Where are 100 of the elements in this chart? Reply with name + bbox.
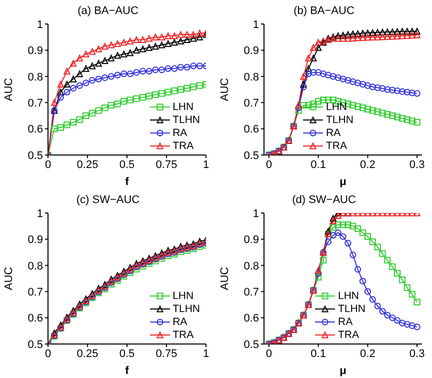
point (404, 88, 410, 96)
point (344, 31, 352, 38)
point (164, 40, 172, 47)
point (350, 102, 356, 109)
point (369, 238, 376, 246)
point (171, 88, 178, 94)
legend-label: RA (172, 316, 188, 328)
point (324, 228, 332, 235)
point (384, 33, 391, 40)
point (394, 32, 401, 40)
point (102, 42, 108, 50)
point (398, 320, 406, 326)
point (379, 28, 386, 36)
point (300, 80, 307, 88)
y-tick-label: 0.5 (244, 150, 259, 162)
point (384, 312, 391, 318)
point (344, 221, 352, 228)
point (408, 322, 416, 329)
point (330, 224, 336, 231)
point (171, 32, 178, 40)
point (171, 65, 178, 72)
point (305, 65, 312, 72)
point (389, 28, 396, 36)
point (70, 60, 77, 67)
point (350, 30, 356, 38)
point (374, 84, 381, 91)
point (369, 34, 376, 40)
point (177, 64, 184, 71)
point (369, 296, 376, 303)
x-tick-label: 0.2 (360, 348, 376, 360)
point (414, 324, 420, 330)
point (88, 48, 96, 55)
point (340, 233, 346, 240)
point (64, 122, 70, 128)
point (57, 94, 64, 101)
x-tick-label: 1 (202, 158, 210, 171)
point (295, 104, 302, 112)
point (310, 44, 317, 51)
point (315, 270, 322, 277)
point (51, 126, 58, 132)
point (359, 30, 366, 36)
point (120, 39, 128, 46)
point (330, 232, 336, 239)
point (120, 98, 128, 105)
point (57, 88, 64, 96)
point (305, 54, 312, 62)
y-axis-title: AUC (218, 78, 231, 102)
point (88, 77, 96, 84)
point (379, 110, 386, 116)
point (404, 284, 410, 291)
legend-label: LHN (326, 100, 348, 112)
point (334, 221, 342, 228)
point (152, 42, 159, 50)
point (114, 72, 121, 78)
point (389, 263, 396, 270)
point (359, 80, 366, 88)
legend-label: TRA (338, 328, 359, 340)
y-tick-label: 0.7 (244, 98, 259, 110)
point (354, 80, 362, 86)
point (414, 298, 420, 306)
point (184, 31, 190, 38)
point (114, 52, 121, 59)
y-tick-label: 0.5 (244, 338, 259, 351)
point (95, 107, 102, 114)
point (394, 28, 401, 35)
point (88, 110, 96, 116)
point (64, 68, 70, 74)
legend-label: TLHN (172, 302, 200, 314)
point (344, 240, 352, 246)
y-tick-label: 0.8 (244, 260, 259, 272)
point (374, 29, 381, 36)
point (414, 118, 420, 126)
point (384, 256, 391, 264)
legend-label: RA (326, 126, 341, 138)
x-tick-label: 0.25 (76, 158, 98, 171)
point (389, 112, 396, 119)
point (320, 256, 327, 264)
point (320, 96, 327, 104)
point (394, 270, 401, 277)
point (364, 30, 371, 36)
point (324, 238, 332, 246)
point (76, 54, 83, 62)
point (374, 244, 381, 250)
point (114, 100, 121, 108)
point (364, 288, 371, 295)
point (95, 76, 102, 82)
point (369, 84, 376, 90)
point (190, 62, 197, 70)
y-tick-label: 0.6 (244, 312, 259, 325)
point (364, 34, 371, 41)
legend-label: LHN (172, 290, 194, 302)
point (379, 308, 386, 315)
point (398, 115, 406, 122)
x-tick-label: 0.25 (76, 348, 98, 360)
y-tick-label: 0.6 (244, 124, 259, 136)
point (164, 65, 172, 72)
legend-label: TRA (172, 140, 194, 152)
point (379, 85, 386, 92)
x-tick-label: 0.3 (409, 158, 425, 171)
legend-label: RA (338, 316, 353, 328)
